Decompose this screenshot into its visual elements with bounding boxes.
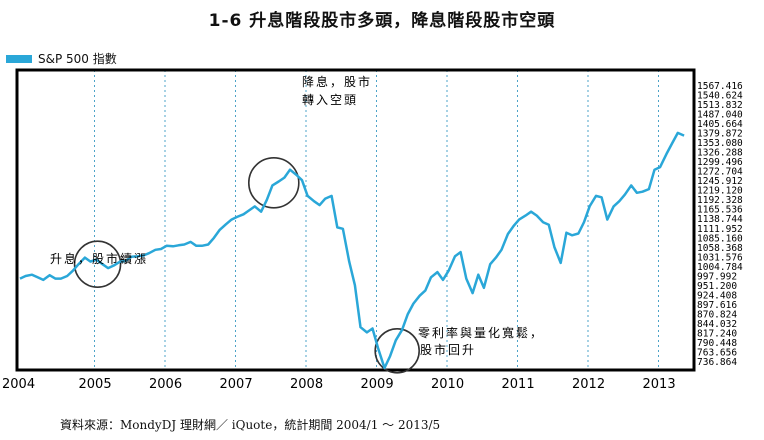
y-tick-label: 1219.120 [697,186,743,197]
y-tick-label: 1299.496 [697,157,743,168]
y-tick-label: 736.864 [697,357,737,368]
y-tick-label: 1353.080 [697,138,743,149]
annotations: 降息，股市 轉入空頭 升息，股市續漲 零利率與量化寬鬆， 股市回升 [50,74,544,357]
legend-swatch [6,54,32,63]
highlight-circle-2005 [73,240,122,288]
highlight-circle-2009 [374,328,420,374]
x-tick-2010: 2010 [431,377,464,392]
y-tick-labels: 1567.4161540.6241513.8321487.0401405.664… [697,81,743,368]
year-gridlines [94,70,659,370]
x-tick-2008: 2008 [290,377,323,392]
y-tick-label: 1085.160 [697,233,743,244]
y-tick-label: 1111.952 [697,224,743,235]
highlight-circle-2007 [247,157,300,209]
plot-frame [15,68,696,372]
x-tick-2006: 2006 [149,377,182,392]
y-tick-label: 1405.664 [697,119,743,130]
y-tick-label: 1138.744 [697,214,743,225]
y-tick-label: 951.200 [697,281,737,292]
y-tick-label: 870.824 [697,309,737,320]
x-tick-2007: 2007 [220,377,253,392]
x-tick-2005: 2005 [79,377,112,392]
x-tick-2013: 2013 [643,377,676,392]
y-tick-label: 844.032 [697,319,737,330]
highlight-circles [73,157,420,374]
y-tick-label: 924.408 [697,290,737,301]
y-tick-label: 790.448 [697,338,737,349]
y-tick-label: 897.616 [697,300,737,311]
x-tick-labels: 2004 2005 2006 2007 2008 2009 2010 2011 2012 2013 [2,377,676,392]
y-tick-label: 763.656 [697,347,737,358]
y-tick-label: 1245.912 [697,176,743,187]
y-tick-label: 1031.576 [697,252,743,263]
y-tick-label: 1513.832 [697,100,743,111]
y-tick-label: 1272.704 [697,167,743,178]
chart-title: 1-6 升息階段股市多頭，降息階段股市空頭 [208,11,556,31]
annotation-bottom-line1: 零利率與量化寬鬆， [418,325,544,340]
y-tick-label: 1487.040 [697,110,743,121]
y-tick-label: 1004.784 [697,262,743,273]
y-tick-label: 1379.872 [697,129,743,140]
y-tick-label: 1567.416 [697,81,743,92]
y-tick-label: 1326.288 [697,148,743,159]
legend: S&P 500 指數 [6,50,117,67]
x-tick-2009: 2009 [361,377,394,392]
y-tick-label: 1192.328 [697,195,743,206]
sp500-line [19,131,685,370]
y-tick-label: 1165.536 [697,205,743,216]
y-tick-label: 997.992 [697,271,737,282]
source-note: 資料來源：MondyDJ 理財網／ iQuote，統計期間 2004/1 ～ 2… [60,418,441,432]
annotation-bottom-line2: 股市回升 [420,342,476,357]
y-tick-label: 1058.368 [697,243,743,254]
x-tick-2011: 2011 [502,377,535,392]
y-tick-label: 817.240 [697,328,737,339]
legend-label: S&P 500 指數 [38,52,117,66]
annotation-left: 升息，股市續漲 [50,251,148,266]
x-tick-2004: 2004 [2,377,35,392]
annotation-top-line2: 轉入空頭 [302,93,358,107]
x-tick-2012: 2012 [572,377,605,392]
annotation-top-line1: 降息，股市 [302,74,372,89]
y-tick-label: 1540.624 [697,91,743,102]
